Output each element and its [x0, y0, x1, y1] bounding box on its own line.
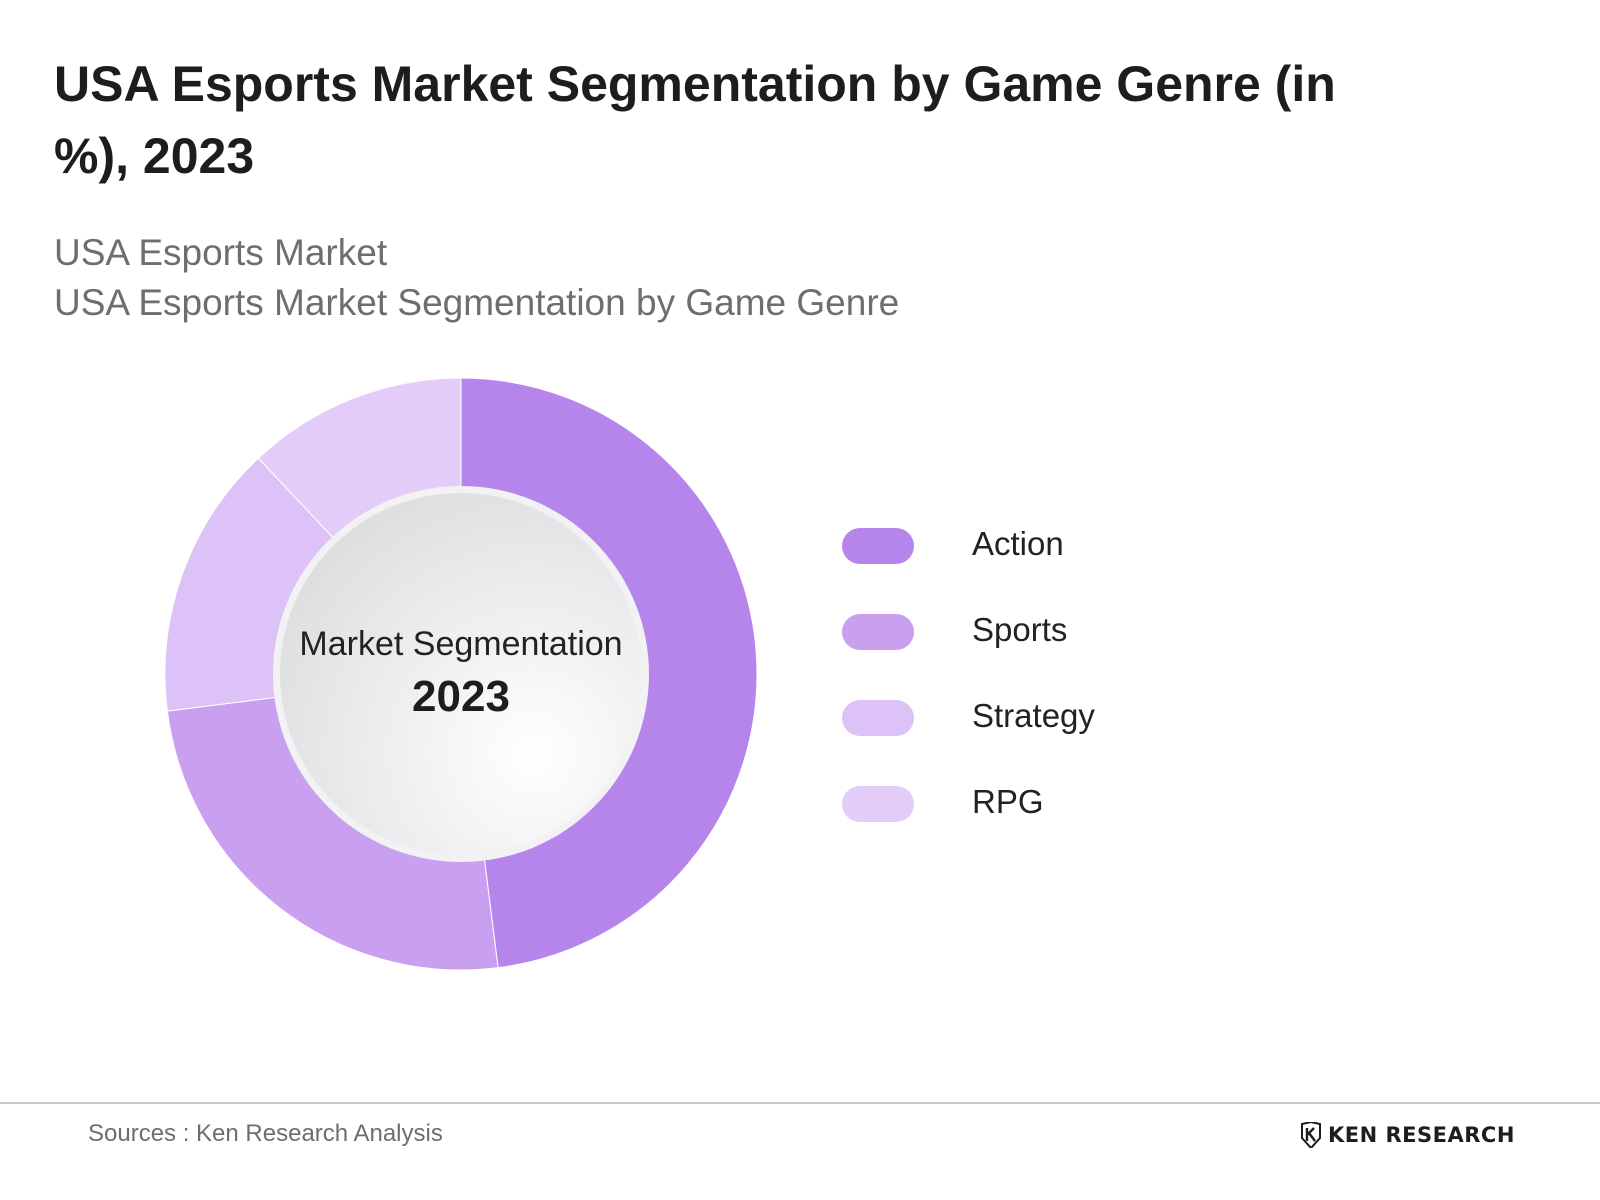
legend-label: RPG	[972, 783, 1044, 820]
donut-chart	[164, 377, 758, 971]
ken-research-logo-icon	[1301, 1122, 1321, 1148]
donut-center-disc	[280, 493, 642, 855]
footer-divider	[0, 1102, 1600, 1104]
legend-label: Sports	[972, 611, 1068, 648]
legend-swatch	[842, 786, 914, 822]
legend-swatch	[842, 700, 914, 736]
donut-slices	[164, 377, 758, 971]
legend-swatch	[842, 528, 914, 564]
sources-note: Sources : Ken Research Analysis	[88, 1120, 443, 1147]
legend-label: Action	[972, 525, 1064, 562]
chart-subtitle: USA Esports Market USA Esports Market Se…	[54, 228, 899, 328]
ken-research-logo-text: KEN RESEARCH	[1328, 1123, 1515, 1147]
chart-title: USA Esports Market Segmentation by Game …	[54, 56, 1336, 184]
subtitle-line-1: USA Esports Market	[54, 232, 388, 273]
legend-label: Strategy	[972, 697, 1095, 734]
subtitle-line-2: USA Esports Market Segmentation by Game …	[54, 282, 900, 323]
legend-swatch	[842, 614, 914, 650]
ken-research-logo: KEN RESEARCH	[1300, 1120, 1515, 1150]
